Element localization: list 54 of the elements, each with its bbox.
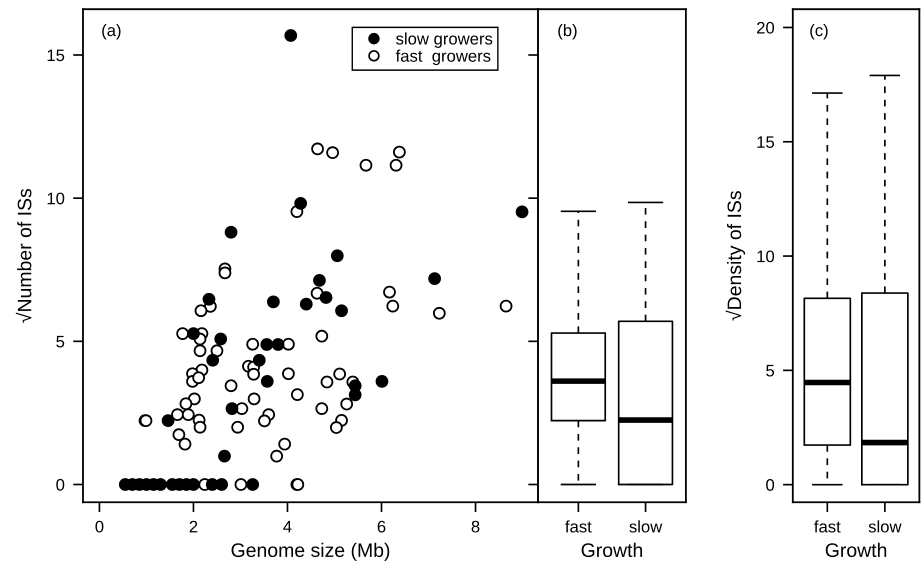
point: [252, 354, 266, 367]
point: [260, 338, 274, 351]
x-tick-label: 4: [283, 520, 292, 532]
point: [300, 298, 313, 310]
x-axis-title: Growth: [826, 542, 886, 558]
point: [272, 338, 284, 351]
x-axis-title: Growth: [582, 542, 642, 558]
y-axis-title: √Number of ISs: [16, 188, 32, 323]
x-tick-label: slow: [868, 520, 902, 533]
point: [335, 304, 348, 318]
point: [313, 274, 326, 287]
point: [187, 327, 200, 340]
point: [202, 292, 216, 306]
y-tick-label: 5: [766, 364, 774, 377]
point: [284, 29, 298, 42]
y-tick-label: 10: [48, 192, 64, 204]
point: [260, 375, 274, 388]
x-tick-label: slow: [629, 520, 662, 533]
point: [246, 478, 260, 491]
point: [215, 478, 228, 491]
point: [516, 206, 528, 218]
x-tick-label: 2: [190, 520, 198, 532]
x-tick-label: fast: [565, 520, 592, 533]
point: [162, 414, 174, 428]
y-tick-label: 5: [56, 336, 64, 348]
point: [224, 226, 238, 239]
x-tick-label: fast: [814, 520, 841, 533]
x-tick-label: 8: [472, 520, 480, 533]
y-tick-label: 10: [757, 250, 774, 262]
legend-label: fast growers: [396, 50, 490, 66]
x-axis-title: Genome size (Mb): [232, 542, 390, 561]
point: [226, 402, 238, 415]
text: (c): [810, 24, 828, 40]
point: [206, 354, 220, 367]
x-tick-label: 6: [378, 520, 386, 533]
point: [330, 249, 344, 262]
y-tick-label: 0: [56, 478, 64, 491]
point: [376, 375, 388, 388]
x-tick-label: 0: [95, 520, 104, 533]
y-tick-label: 20: [757, 22, 774, 34]
text: (a): [102, 24, 121, 40]
point: [428, 272, 441, 285]
y-axis-title: √Density of ISs: [726, 191, 746, 321]
point: [267, 295, 280, 308]
point: [218, 450, 231, 463]
y-tick-label: 15: [48, 50, 64, 62]
legend-label: slow growers: [396, 32, 492, 48]
point: [320, 291, 332, 304]
y-tick-label: 15: [757, 136, 774, 148]
point: [214, 332, 228, 346]
y-tick-label: 0: [766, 479, 774, 491]
point: [294, 196, 308, 210]
text: (b): [558, 24, 577, 40]
point: [348, 388, 362, 402]
